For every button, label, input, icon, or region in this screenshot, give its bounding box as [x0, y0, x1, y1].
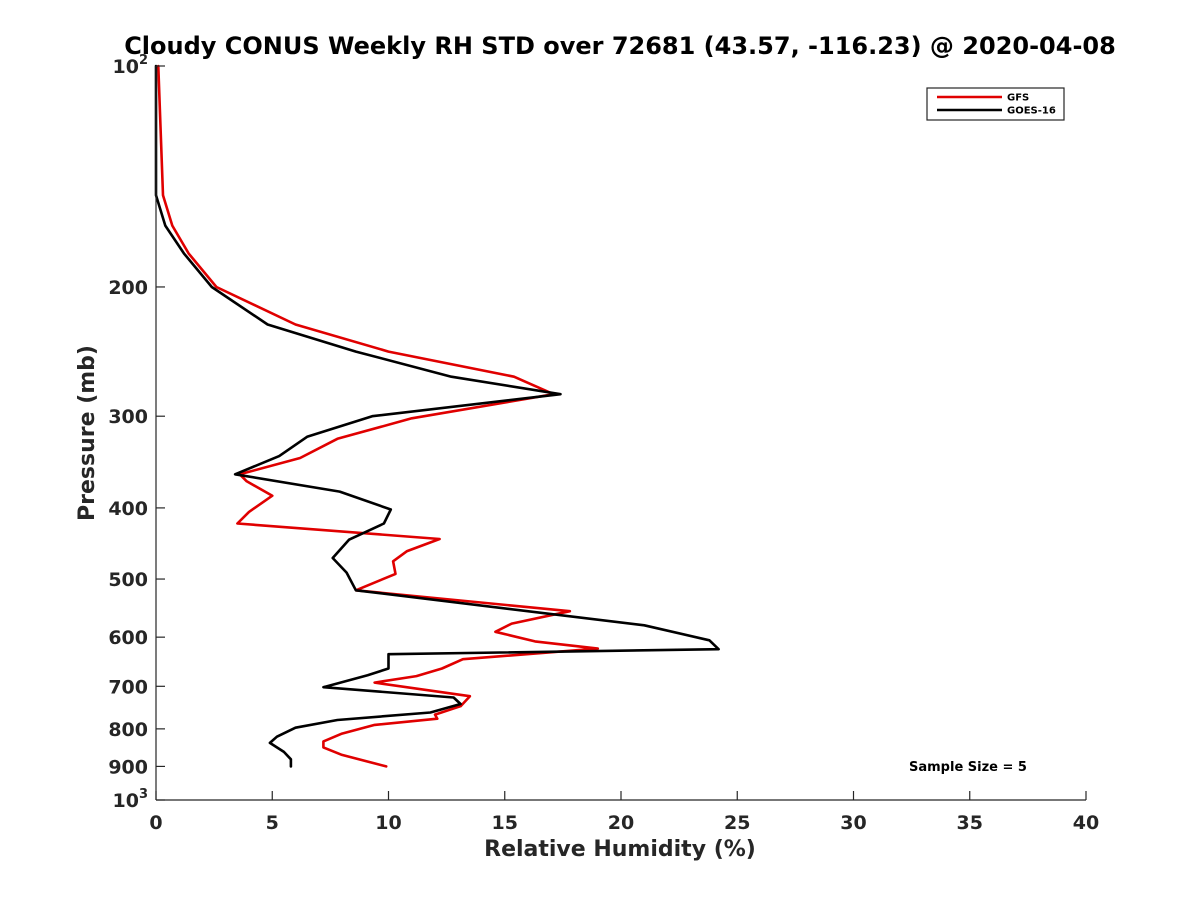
x-tick-label: 5: [266, 812, 279, 834]
axes: 0 5 10 15 20 25 30 35 40 102 200 300 400 500 600 700 800…: [108, 53, 1099, 834]
y-tick-label: 400: [108, 498, 148, 520]
x-tick-label: 15: [492, 812, 518, 834]
x-axis-label: Relative Humidity (%): [484, 837, 756, 862]
sample-size-annotation: Sample Size = 5: [909, 760, 1027, 775]
series-line-2: [154, 64, 720, 768]
y-tick-label: 500: [108, 569, 148, 591]
y-tick-label: 103: [113, 787, 149, 812]
y-tick-label: 900: [108, 756, 148, 778]
legend-label: GFS: [1007, 93, 1029, 104]
x-tick-label: 10: [375, 812, 401, 834]
y-tick-label: 102: [113, 53, 149, 78]
x-tick-label: 0: [149, 812, 162, 834]
y-tick-label: 300: [108, 406, 148, 428]
y-tick-label: 600: [108, 627, 148, 649]
y-tick-label: 700: [108, 676, 148, 698]
chart-title: Cloudy CONUS Weekly RH STD over 72681 (4…: [124, 32, 1116, 60]
legend-box: [926, 87, 1065, 121]
x-tick-label: 20: [608, 812, 634, 834]
y-tick-label: 200: [108, 277, 148, 299]
x-tick-label: 40: [1073, 812, 1099, 834]
x-tick-label: 35: [957, 812, 983, 834]
y-tick-label: 800: [108, 719, 148, 741]
legend: GFS GOES-16: [926, 87, 1065, 121]
series-line-1: [157, 64, 600, 768]
plot-area: [154, 64, 720, 768]
x-tick-label: 30: [840, 812, 866, 834]
legend-label: GOES-16: [1007, 106, 1056, 117]
x-tick-label: 25: [724, 812, 750, 834]
y-axis-label: Pressure (mb): [75, 345, 100, 521]
